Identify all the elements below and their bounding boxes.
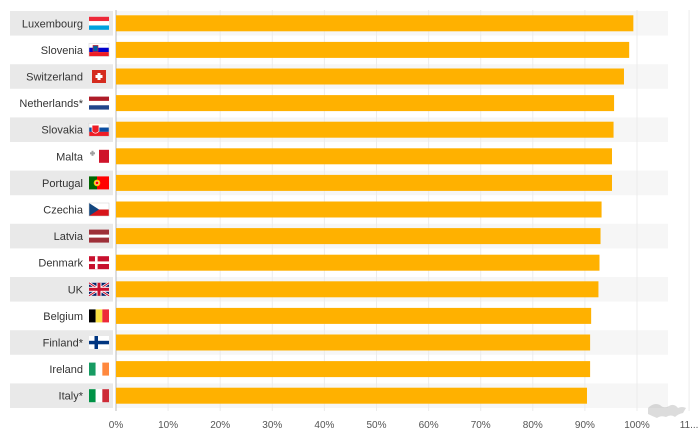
category-label: Ireland bbox=[49, 364, 83, 376]
bar bbox=[116, 148, 612, 165]
ireland-flag-icon bbox=[89, 362, 109, 376]
bar bbox=[116, 228, 601, 245]
bar bbox=[116, 201, 602, 218]
category-label: Denmark bbox=[38, 258, 83, 270]
latvia-flag-icon bbox=[89, 229, 109, 243]
netherlands-flag-icon bbox=[89, 96, 109, 110]
finland-flag-icon bbox=[89, 336, 109, 349]
bar bbox=[116, 334, 591, 351]
x-tick-label: 80% bbox=[523, 420, 543, 431]
category-label: Slovenia bbox=[41, 45, 84, 57]
x-tick-label: 11... bbox=[680, 420, 699, 431]
x-tick-label: 40% bbox=[314, 420, 334, 431]
bar bbox=[116, 254, 600, 271]
bars bbox=[116, 15, 634, 404]
category-label: Czechia bbox=[43, 205, 84, 217]
category-labels: Luxembourg Slovenia Switzerland Netherlands… bbox=[19, 18, 83, 402]
category-label: Luxembourg bbox=[22, 18, 83, 30]
category-label: Italy* bbox=[59, 391, 84, 403]
bar bbox=[116, 307, 592, 324]
switzerland-flag-icon bbox=[92, 70, 106, 83]
czechia-flag-icon bbox=[88, 202, 110, 217]
portugal-flag-icon bbox=[89, 176, 109, 190]
bar bbox=[116, 174, 612, 191]
x-tick-label: 90% bbox=[575, 420, 595, 431]
category-label: UK bbox=[68, 284, 84, 296]
x-tick-label: 50% bbox=[366, 420, 386, 431]
bar bbox=[116, 281, 599, 298]
category-label: Malta bbox=[56, 151, 84, 163]
world-map-icon bbox=[648, 404, 686, 418]
bar bbox=[116, 387, 587, 404]
bar bbox=[116, 121, 614, 138]
belgium-flag-icon bbox=[89, 309, 109, 323]
malta-flag-icon bbox=[89, 149, 109, 163]
bar bbox=[116, 95, 615, 112]
x-tick-label: 20% bbox=[210, 420, 230, 431]
x-tick-label: 70% bbox=[471, 420, 491, 431]
x-tick-label: 100% bbox=[624, 420, 650, 431]
slovakia-flag-icon bbox=[88, 122, 110, 137]
category-label: Switzerland bbox=[26, 72, 83, 84]
category-label: Belgium bbox=[43, 311, 83, 323]
bar bbox=[116, 361, 591, 378]
x-tick-label: 60% bbox=[419, 420, 439, 431]
bar bbox=[116, 41, 630, 58]
category-label: Finland* bbox=[43, 338, 84, 350]
x-tick-label: 30% bbox=[262, 420, 282, 431]
x-tick-label: 10% bbox=[158, 420, 178, 431]
x-tick-label: 0% bbox=[109, 420, 124, 431]
bar bbox=[116, 68, 624, 85]
uk-flag-icon bbox=[88, 281, 110, 297]
flag-icons bbox=[88, 16, 110, 403]
x-axis-ticks: 0% 10% 20% 30% 40% 50% 60% 70% 80% 90% 100% 11... bbox=[109, 420, 699, 431]
luxembourg-flag-icon bbox=[89, 16, 109, 30]
bar bbox=[116, 15, 634, 32]
category-label: Portugal bbox=[42, 178, 83, 190]
category-label: Latvia bbox=[54, 231, 84, 243]
denmark-flag-icon bbox=[89, 256, 109, 270]
category-label: Slovakia bbox=[41, 125, 83, 137]
category-label: Netherlands* bbox=[19, 98, 83, 110]
italy-flag-icon bbox=[89, 389, 109, 403]
slovenia-flag-icon bbox=[88, 43, 110, 57]
